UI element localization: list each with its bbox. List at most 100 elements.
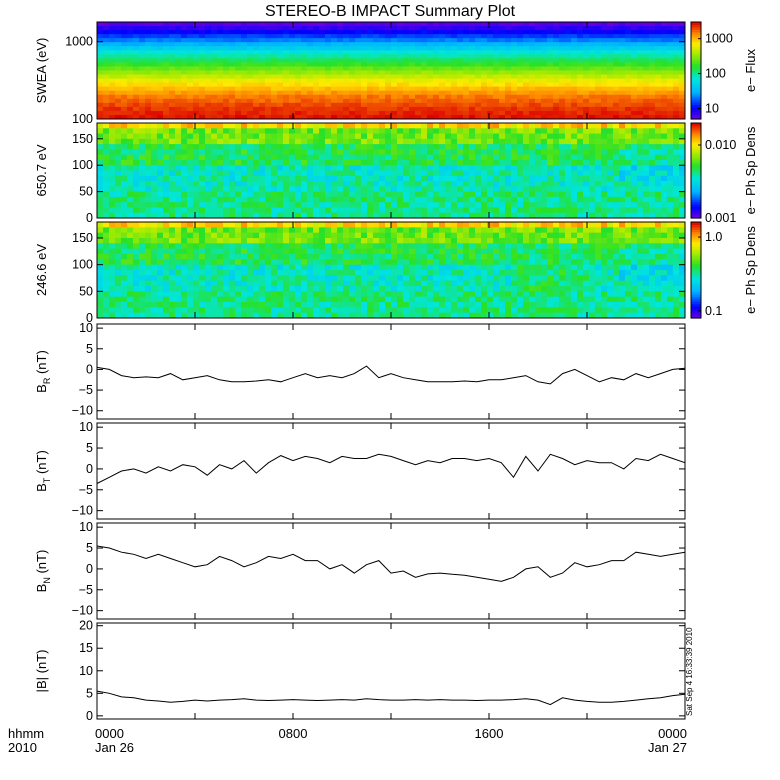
- heatmap-cell: [277, 34, 284, 39]
- heatmap-cell: [451, 38, 458, 43]
- heatmap-cell: [421, 170, 428, 177]
- heatmap-cell: [127, 196, 134, 203]
- heatmap-cell: [469, 54, 476, 59]
- heatmap-cell: [409, 102, 416, 108]
- heatmap-cell: [103, 66, 110, 72]
- heatmap-cell: [103, 259, 110, 266]
- heatmap-cell: [283, 86, 290, 92]
- heatmap-cell: [283, 42, 290, 47]
- heatmap-cell: [259, 62, 266, 68]
- heatmap-cell: [439, 144, 446, 150]
- heatmap-cell: [487, 123, 494, 129]
- heatmap-cell: [121, 74, 128, 80]
- heatmap-cell: [319, 46, 326, 51]
- heatmap-cell: [127, 222, 134, 228]
- heatmap-cell: [463, 123, 470, 129]
- heatmap-cell: [559, 50, 566, 55]
- heatmap-cell: [181, 82, 188, 88]
- heatmap-cell: [277, 74, 284, 80]
- heatmap-cell: [301, 50, 308, 55]
- heatmap-cell: [313, 222, 320, 228]
- heatmap-cell: [457, 54, 464, 59]
- heatmap-cell: [277, 50, 284, 55]
- heatmap-cell: [493, 123, 500, 129]
- heatmap-cell: [325, 66, 332, 72]
- heatmap-cell: [349, 22, 356, 27]
- heatmap-cell: [559, 34, 566, 39]
- heatmap-cell: [205, 191, 212, 198]
- heatmap-cell: [355, 74, 362, 80]
- heatmap-cell: [133, 212, 140, 218]
- heatmap-cell: [505, 170, 512, 177]
- heatmap-cell: [295, 296, 302, 303]
- heatmap-cell: [523, 42, 530, 47]
- heatmap-cell: [679, 196, 685, 203]
- heatmap-cell: [223, 181, 230, 187]
- heatmap-cell: [247, 62, 254, 68]
- heatmap-cell: [529, 144, 536, 150]
- heatmap-cell: [343, 42, 350, 47]
- heatmap-cell: [313, 70, 320, 76]
- colorbar-cell: [691, 203, 701, 207]
- heatmap-cell: [277, 227, 284, 234]
- heatmap-cell: [649, 138, 656, 145]
- heatmap-cell: [643, 46, 650, 51]
- heatmap-cell: [175, 123, 182, 129]
- heatmap-cell: [193, 74, 200, 80]
- heatmap-cell: [469, 22, 476, 27]
- heatmap-cell: [97, 58, 104, 64]
- heatmap-cell: [589, 175, 596, 182]
- heatmap-cell: [121, 291, 128, 298]
- heatmap-cell: [307, 207, 314, 214]
- heatmap-cell: [481, 191, 488, 198]
- heatmap-cell: [301, 34, 308, 39]
- heatmap-cell: [469, 149, 476, 156]
- heatmap-cell: [325, 264, 332, 271]
- heatmap-cell: [433, 82, 440, 88]
- heatmap-cell: [259, 165, 266, 172]
- y-tick-label: 100: [72, 112, 93, 126]
- heatmap-cell: [445, 38, 452, 43]
- heatmap-cell: [337, 82, 344, 88]
- heatmap-cell: [451, 50, 458, 55]
- heatmap-cell: [301, 70, 308, 76]
- figure-title: STEREO-B IMPACT Summary Plot: [265, 3, 516, 20]
- heatmap-cell: [133, 186, 140, 193]
- heatmap-cell: [277, 66, 284, 72]
- heatmap-cell: [277, 212, 284, 218]
- heatmap-cell: [277, 133, 284, 140]
- heatmap-cell: [361, 70, 368, 76]
- heatmap-cell: [247, 202, 254, 209]
- heatmap-cell: [445, 165, 452, 172]
- heatmap-cell: [169, 133, 176, 140]
- heatmap-cell: [409, 42, 416, 47]
- heatmap-cell: [613, 123, 620, 129]
- heatmap-cell: [679, 78, 685, 84]
- heatmap-cell: [577, 202, 584, 209]
- heatmap-cell: [163, 165, 170, 172]
- heatmap-cell: [151, 159, 158, 166]
- heatmap-cell: [211, 138, 218, 145]
- heatmap-cell: [481, 30, 488, 35]
- heatmap-cell: [331, 248, 338, 255]
- heatmap-cell: [487, 30, 494, 35]
- heatmap-cell: [283, 191, 290, 198]
- heatmap-cell: [139, 191, 146, 198]
- heatmap-cell: [505, 133, 512, 140]
- heatmap-cell: [139, 22, 146, 27]
- heatmap-cell: [469, 94, 476, 100]
- heatmap-cell: [151, 207, 158, 214]
- heatmap-cell: [613, 42, 620, 47]
- heatmap-cell: [271, 42, 278, 47]
- heatmap-cell: [145, 110, 152, 116]
- heatmap-cell: [115, 54, 122, 59]
- heatmap-cell: [115, 26, 122, 31]
- heatmap-cell: [583, 66, 590, 72]
- heatmap-cell: [169, 275, 176, 282]
- heatmap-cell: [145, 296, 152, 303]
- heatmap-cell: [469, 181, 476, 187]
- heatmap-cell: [187, 291, 194, 298]
- heatmap-cell: [535, 42, 542, 47]
- heatmap-cell: [403, 207, 410, 214]
